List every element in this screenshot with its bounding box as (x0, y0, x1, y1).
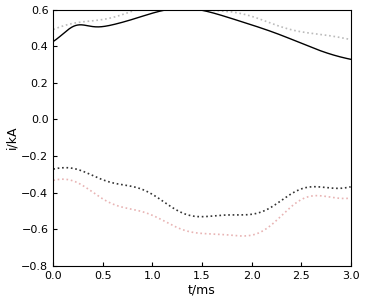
X-axis label: t/ms: t/ms (188, 284, 216, 297)
Y-axis label: i/kA: i/kA (5, 126, 19, 149)
